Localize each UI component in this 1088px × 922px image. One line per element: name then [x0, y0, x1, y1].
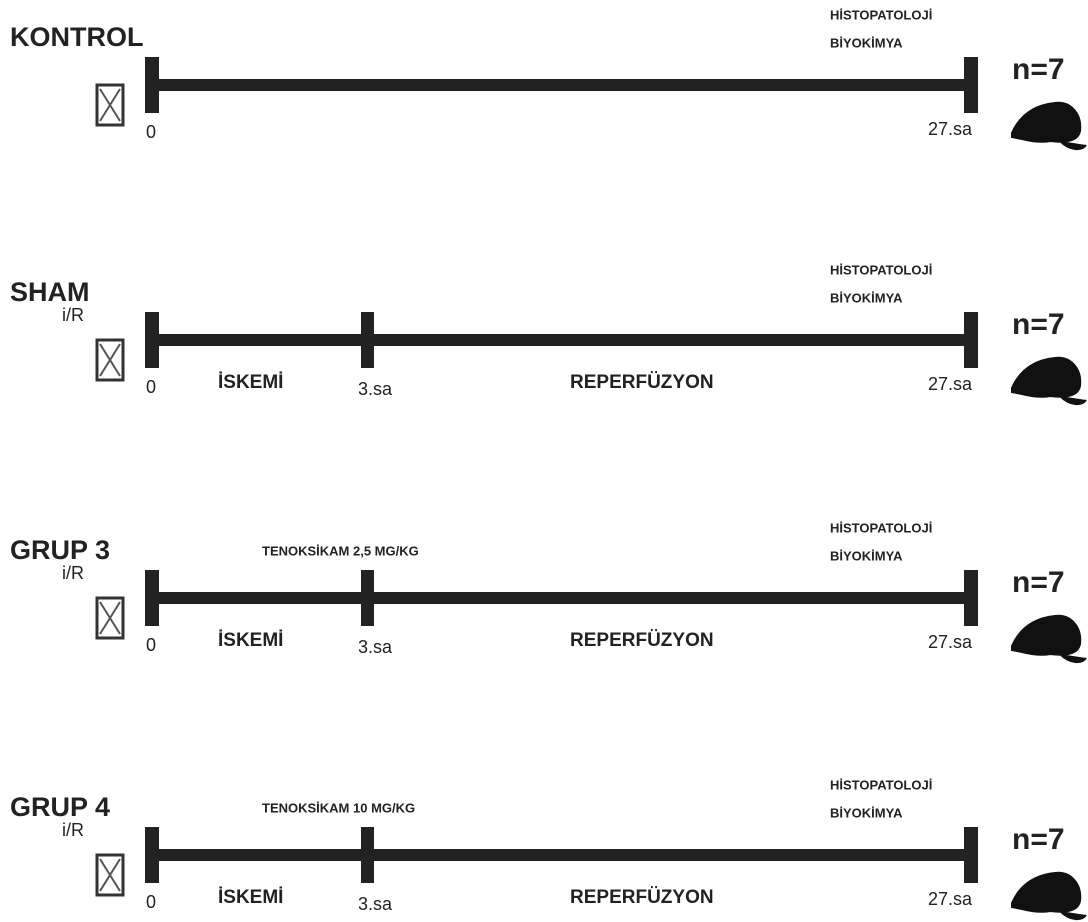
end-tick: [964, 827, 978, 883]
mid-label: 3.sa: [358, 379, 393, 399]
timeline-bar: [148, 849, 974, 861]
model-label: i/R: [62, 820, 84, 840]
timeline-bar: [148, 79, 974, 91]
rat-icon: [1012, 616, 1086, 662]
protocol-diagram: KONTROL027.saHİSTOPATOLOJİBİYOKİMYAn=7SH…: [0, 0, 1088, 922]
model-label: i/R: [62, 563, 84, 583]
group-row: GRUP 4i/R 3.sa 0 27.sa İSKEMİ REPERFÜZYON TENO…: [10, 777, 1086, 919]
phase-label: REPERFÜZYON: [570, 372, 714, 393]
mid-label: 3.sa: [358, 894, 393, 914]
phase-label: REPERFÜZYON: [570, 630, 714, 651]
start-label: 0: [146, 122, 156, 142]
group-row: KONTROL 0 27.sa HİSTOPATOLOJİ BİYOKİMYA n=7: [10, 7, 1086, 149]
mid-tick: [361, 312, 374, 368]
rat-icon: [1012, 873, 1086, 919]
group-name: SHAM: [10, 277, 90, 307]
start-tick: [145, 57, 159, 113]
analysis-label: BİYOKİMYA: [830, 35, 903, 50]
analysis-label: BİYOKİMYA: [830, 290, 903, 305]
analysis-label: BİYOKİMYA: [830, 548, 903, 563]
mid-tick: [361, 570, 374, 626]
analysis-label: HİSTOPATOLOJİ: [830, 777, 932, 792]
end-label: 27.sa: [928, 119, 973, 139]
analysis-label: BİYOKİMYA: [830, 805, 903, 820]
start-label: 0: [146, 635, 156, 655]
phase-label: İSKEMİ: [218, 887, 283, 908]
analysis-label: HİSTOPATOLOJİ: [830, 262, 932, 277]
n-label: n=7: [1012, 823, 1065, 856]
rat-icon: [1012, 358, 1086, 404]
timeline-bar: [148, 592, 974, 604]
drug-label: TENOKSİKAM 2,5 MG/KG: [262, 543, 419, 558]
n-label: n=7: [1012, 566, 1065, 599]
group-name: GRUP 4: [10, 792, 110, 822]
mid-tick: [361, 827, 374, 883]
end-tick: [964, 312, 978, 368]
n-label: n=7: [1012, 308, 1065, 341]
end-label: 27.sa: [928, 889, 973, 909]
analysis-label: HİSTOPATOLOJİ: [830, 520, 932, 535]
phase-label: REPERFÜZYON: [570, 887, 714, 908]
analysis-label: HİSTOPATOLOJİ: [830, 7, 932, 22]
rat-icon: [1012, 103, 1086, 149]
group-name: GRUP 3: [10, 535, 110, 565]
group-name: KONTROL: [10, 22, 143, 52]
end-label: 27.sa: [928, 374, 973, 394]
model-label: i/R: [62, 305, 84, 325]
end-label: 27.sa: [928, 632, 973, 652]
timeline-bar: [148, 334, 974, 346]
end-tick: [964, 570, 978, 626]
start-label: 0: [146, 892, 156, 912]
phase-label: İSKEMİ: [218, 372, 283, 393]
drug-label: TENOKSİKAM 10 MG/KG: [262, 800, 415, 815]
start-tick: [145, 827, 159, 883]
start-label: 0: [146, 377, 156, 397]
start-tick: [145, 570, 159, 626]
n-label: n=7: [1012, 53, 1065, 86]
group-row: GRUP 3i/R 3.sa 0 27.sa İSKEMİ REPERFÜZYON TENO…: [10, 520, 1086, 662]
mid-label: 3.sa: [358, 637, 393, 657]
end-tick: [964, 57, 978, 113]
phase-label: İSKEMİ: [218, 630, 283, 651]
start-tick: [145, 312, 159, 368]
